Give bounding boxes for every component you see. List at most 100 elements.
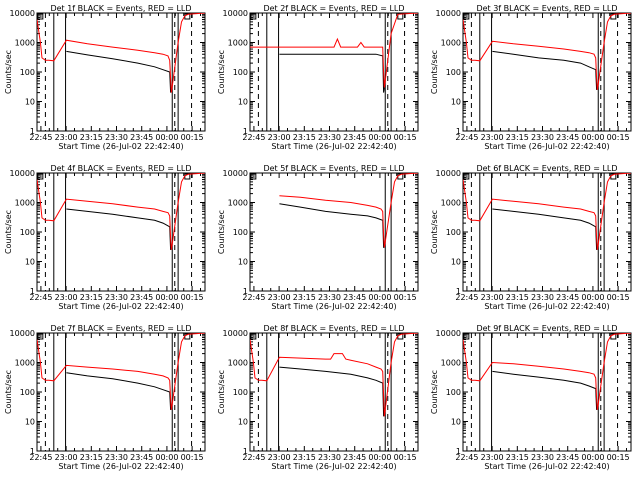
x-tick-label: 23:15 [506,133,529,142]
panel-det-4f: Det 4f BLACK = Events, RED = LLD 1 10 100 10… [4,164,206,311]
y-tick-label: 10000 [10,169,35,178]
series-line-events [66,50,172,93]
panel-det-1f: Det 1f BLACK = Events, RED = LLD 1 10 100 10… [4,4,206,151]
y-tick-label: 10000 [10,9,35,18]
x-tick-label: 23:30 [531,453,554,462]
x-tick-label: 23:30 [318,133,341,142]
x-tick-label: 00:00 [581,453,604,462]
series-line-lld [37,333,205,410]
y-tick-label: 100 [233,228,248,237]
x-tick-label: 22:45 [455,293,478,302]
x-axis-label: Start Time (26-Jul-02 22:42:40) [271,462,396,471]
y-tick-label: 10000 [436,9,461,18]
x-tick-label: 23:30 [318,293,341,302]
x-tick-label: 23:30 [105,293,128,302]
y-axis-label: Counts/sec [4,50,13,94]
series-line-events [492,370,598,410]
y-tick-label: 10 [25,258,35,267]
x-tick-label: 22:45 [29,453,52,462]
panel-det-6f: Det 6f BLACK = Events, RED = LLD 1 10 100 10… [430,164,632,311]
x-tick-label: 23:30 [531,133,554,142]
x-tick-label: 23:15 [293,293,316,302]
y-axis-label: Counts/sec [430,50,439,94]
x-tick-label: 00:00 [155,453,178,462]
panel-title: Det 1f BLACK = Events, RED = LLD [50,4,191,13]
x-tick-label: 23:15 [506,293,529,302]
x-tick-label: 23:15 [80,293,103,302]
y-tick-label: 10 [451,258,461,267]
x-tick-label: 23:00 [55,133,78,142]
x-tick-label: 23:45 [556,293,579,302]
x-tick-label: 23:00 [481,453,504,462]
x-tick-label: 23:30 [318,453,341,462]
y-axis-label: Counts/sec [4,210,13,254]
x-tick-label: 23:30 [531,293,554,302]
x-tick-label: 23:45 [130,133,153,142]
y-tick-label: 1 [456,127,461,136]
series-line-events [492,208,598,250]
series-line-events [492,50,598,90]
top-marker-square [250,333,257,340]
x-tick-label: 00:15 [394,453,417,462]
top-marker-square [37,173,44,180]
x-tick-label: 23:00 [268,293,291,302]
x-tick-label: 00:15 [394,293,417,302]
x-tick-label: 22:45 [29,133,52,142]
x-tick-label: 22:45 [29,293,52,302]
x-tick-label: 23:00 [55,453,78,462]
series-line-events [279,366,385,417]
x-tick-label: 23:45 [343,293,366,302]
x-tick-label: 00:00 [155,133,178,142]
x-tick-label: 23:45 [343,133,366,142]
y-tick-label: 10 [238,258,248,267]
y-axis-label: Counts/sec [430,370,439,414]
series-line-lld [279,173,418,248]
x-tick-label: 23:45 [556,133,579,142]
x-tick-label: 00:15 [394,133,417,142]
x-axis-label: Start Time (26-Jul-02 22:42:40) [484,302,609,311]
x-tick-label: 23:15 [80,133,103,142]
series-line-events [279,203,385,248]
y-tick-label: 10 [25,418,35,427]
series-line-lld [250,333,418,417]
series-line-events [66,208,172,250]
top-marker-square [37,13,44,20]
y-tick-label: 1 [243,287,248,296]
x-tick-label: 22:45 [455,133,478,142]
y-tick-label: 1 [30,447,35,456]
x-tick-label: 22:45 [242,293,265,302]
y-tick-label: 10 [451,418,461,427]
series-line-events [279,53,385,93]
x-tick-label: 00:15 [181,453,204,462]
panel-det-9f: Det 9f BLACK = Events, RED = LLD 1 10 100 10… [430,324,632,471]
x-tick-label: 23:15 [293,133,316,142]
y-tick-label: 1 [243,127,248,136]
x-tick-label: 23:45 [343,453,366,462]
y-tick-label: 10000 [223,169,248,178]
y-tick-label: 10000 [436,169,461,178]
x-tick-label: 00:00 [581,293,604,302]
x-tick-label: 23:00 [268,453,291,462]
y-axis-label: Counts/sec [4,370,13,414]
y-tick-label: 1 [30,127,35,136]
y-tick-label: 1000 [228,199,248,208]
y-tick-label: 1000 [15,359,35,368]
x-tick-label: 00:00 [581,133,604,142]
x-tick-label: 23:00 [268,133,291,142]
y-tick-label: 10000 [223,9,248,18]
y-tick-label: 10000 [10,329,35,338]
series-line-lld [250,13,418,88]
x-tick-label: 23:00 [481,293,504,302]
x-tick-label: 23:45 [130,453,153,462]
x-tick-label: 00:15 [607,133,630,142]
x-axis-label: Start Time (26-Jul-02 22:42:40) [271,302,396,311]
series-line-lld [37,173,205,250]
x-tick-label: 00:15 [181,133,204,142]
y-tick-label: 100 [446,228,461,237]
panel-det-3f: Det 3f BLACK = Events, RED = LLD 1 10 100 10… [430,4,632,151]
top-marker-square [250,173,257,180]
y-tick-label: 1000 [441,199,461,208]
y-tick-label: 100 [233,68,248,77]
top-marker-square [250,13,257,20]
